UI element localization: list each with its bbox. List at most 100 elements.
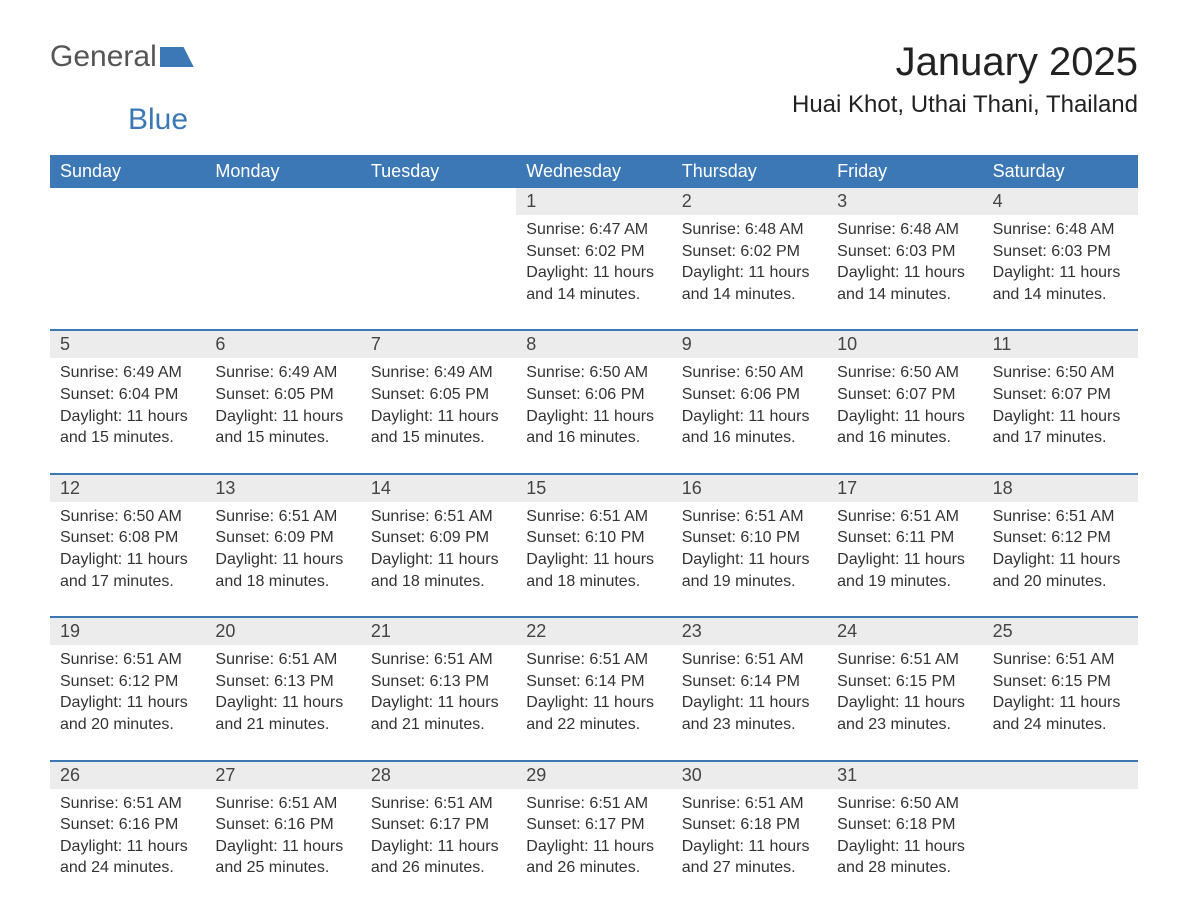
daylight-value: Daylight: 11 hours and 15 minutes. [60,406,195,449]
sunset-value: Sunset: 6:14 PM [682,671,817,693]
day-number: 6 [205,331,360,358]
sunset-value: Sunset: 6:03 PM [993,241,1128,263]
day-cell: Sunrise: 6:50 AMSunset: 6:08 PMDaylight:… [50,502,205,616]
week-number-row: 262728293031 [50,760,1138,789]
day-cell: Sunrise: 6:47 AMSunset: 6:02 PMDaylight:… [516,215,671,329]
week-content-row: Sunrise: 6:51 AM Sunset: 6:16 PM Daylight:… [50,789,1138,903]
daylight-value: Daylight: 11 hours and 17 minutes. [60,549,195,592]
daylight-value: Daylight: 11 hours and 23 minutes. [682,692,817,735]
sunset-value: Sunset: 6:11 PM [837,527,972,549]
sunrise-value: Sunrise: 6:49 AM [60,362,195,384]
week-number-row: 1234 [50,188,1138,215]
day-number: 8 [516,331,671,358]
day-cell: Sunrise: 6:51 AMSunset: 6:14 PMDaylight:… [516,645,671,759]
daylight-value: Daylight: 11 hours and 14 minutes. [837,262,972,305]
calendar: SundayMondayTuesdayWednesdayThursdayFrid… [50,155,1138,903]
daylight-value: Daylight: 11 hours and 19 minutes. [682,549,817,592]
day-number: 22 [516,618,671,645]
sunset-value: Sunset: 6:03 PM [837,241,972,263]
weekday-header: Tuesday [361,155,516,188]
sunrise-value: Sunrise: 6:49 AM [215,362,350,384]
sunrise-value: Sunrise: 6:51 AM [60,649,195,671]
day-cell: Sunrise: 6:51 AMSunset: 6:11 PMDaylight:… [827,502,982,616]
day-cell: Sunrise: 6:49 AMSunset: 6:05 PMDaylight:… [205,358,360,472]
week-content-row: Sunrise: 6:47 AMSunset: 6:02 PMDaylight:… [50,215,1138,329]
day-number [983,762,1138,789]
week-number-row: 12131415161718 [50,473,1138,502]
sunrise-value: Sunrise: 6:51 AM [682,506,817,528]
sunset-value: Sunset: 6:10 PM [526,527,661,549]
logo-text-1: General [50,40,157,74]
sunset-value: Sunset: 6:18 PM [682,814,817,836]
sunrise-value: Sunrise: 6:50 AM [526,362,661,384]
day-number: 2 [672,188,827,215]
day-number: 20 [205,618,360,645]
sunset-value: Sunset: 6:17 PM [526,814,661,836]
daylight-value: Daylight: 11 hours and 16 minutes. [837,406,972,449]
day-cell: Sunrise: 6:51 AMSunset: 6:17 PMDaylight:… [516,789,671,903]
sunset-value: Sunset: 6:18 PM [837,814,972,836]
sunrise-value: Sunrise: 6:48 AM [837,219,972,241]
sunrise-value: Sunrise: 6:51 AM [215,649,350,671]
week-number-row: 567891011 [50,329,1138,358]
sunset-value: Sunset: 6:07 PM [837,384,972,406]
daylight-value: Daylight: 11 hours and 17 minutes. [993,406,1128,449]
sunrise-value: Sunrise: 6:51 AM [993,506,1128,528]
day-number: 21 [361,618,516,645]
sunset-value: Sunset: 6:16 PM [215,814,350,836]
day-number [50,188,205,215]
day-cell: Sunrise: 6:51 AMSunset: 6:10 PMDaylight:… [672,502,827,616]
daylight-value: Daylight: 11 hours and 15 minutes. [371,406,506,449]
sunrise-value: Sunrise: 6:51 AM [993,649,1128,671]
day-cell: Sunrise: 6:51 AMSunset: 6:09 PMDaylight:… [205,502,360,616]
sunrise-value: Sunrise: 6:51 AM [682,649,817,671]
sunrise-value: Sunrise: 6:50 AM [682,362,817,384]
day-number: 18 [983,475,1138,502]
sunrise-value: Sunrise: 6:50 AM [993,362,1128,384]
day-cell [983,789,1138,903]
logo: General [50,40,196,74]
sunrise-value: Sunrise: 6:51 AM [526,506,661,528]
sunset-value: Sunset: 6:05 PM [371,384,506,406]
daylight-value: Daylight: 11 hours and 27 minutes. [682,836,817,879]
week-number-row: 19202122232425 [50,616,1138,645]
day-cell: Sunrise: 6:51 AMSunset: 6:17 PMDaylight:… [361,789,516,903]
sunset-value: Sunset: 6:09 PM [371,527,506,549]
day-cell: Sunrise: 6:48 AMSunset: 6:03 PMDaylight:… [983,215,1138,329]
weekday-header: Monday [205,155,360,188]
day-cell: Sunrise: 6:50 AMSunset: 6:06 PMDaylight:… [516,358,671,472]
day-cell: Sunrise: 6:51 AMSunset: 6:12 PMDaylight:… [983,502,1138,616]
day-number: 26 [50,762,205,789]
sunrise-value: Sunrise: 6:48 AM [993,219,1128,241]
week-content-row: Sunrise: 6:49 AMSunset: 6:04 PMDaylight:… [50,358,1138,472]
daylight-value: Daylight: 11 hours and 28 minutes. [837,836,972,879]
day-cell: Sunrise: 6:51 AMSunset: 6:10 PMDaylight:… [516,502,671,616]
day-cell: Sunrise: 6:51 AMSunset: 6:16 PMDaylight:… [205,789,360,903]
sunrise-value: Sunrise: 6:50 AM [837,362,972,384]
day-number: 19 [50,618,205,645]
day-number: 4 [983,188,1138,215]
daylight-value: Daylight: 11 hours and 19 minutes. [837,549,972,592]
day-cell: Sunrise: 6:50 AMSunset: 6:07 PMDaylight:… [827,358,982,472]
sunrise-value: Sunrise: 6:50 AM [60,506,195,528]
daylight-value: Daylight: 11 hours and 14 minutes. [526,262,661,305]
day-number: 3 [827,188,982,215]
location: Huai Khot, Uthai Thani, Thailand [792,91,1138,119]
weekday-header: Wednesday [516,155,671,188]
sunset-value: Sunset: 6:10 PM [682,527,817,549]
daylight-value: Daylight: 11 hours and 20 minutes. [60,692,195,735]
sunset-value: Sunset: 6:08 PM [60,527,195,549]
day-cell: Sunrise: 6:50 AMSunset: 6:07 PMDaylight:… [983,358,1138,472]
day-cell: Sunrise: 6:51 AMSunset: 6:16 PMDaylight:… [50,789,205,903]
daylight-value: Daylight: 11 hours and 14 minutes. [682,262,817,305]
weekday-header: Thursday [672,155,827,188]
sunset-value: Sunset: 6:13 PM [371,671,506,693]
daylight-value: Daylight: 11 hours and 23 minutes. [837,692,972,735]
day-number: 5 [50,331,205,358]
sunrise-value: Sunrise: 6:51 AM [60,793,195,815]
sunrise-value: Sunrise: 6:51 AM [526,649,661,671]
day-cell: Sunrise: 6:48 AMSunset: 6:02 PMDaylight:… [672,215,827,329]
day-cell: Sunrise: 6:51 AMSunset: 6:14 PMDaylight:… [672,645,827,759]
week-content-row: Sunrise: 6:51 AMSunset: 6:12 PMDaylight:… [50,645,1138,759]
day-cell: Sunrise: 6:48 AMSunset: 6:03 PMDaylight:… [827,215,982,329]
